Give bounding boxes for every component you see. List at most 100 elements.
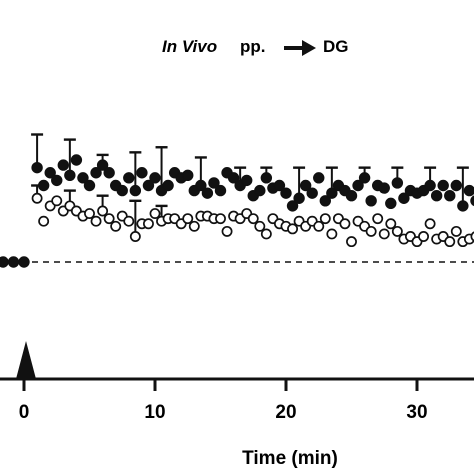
open-data-point: [123, 215, 135, 227]
filled-data-point: [96, 159, 109, 171]
x-tick-label: 20: [275, 402, 296, 423]
open-data-point: [260, 228, 272, 240]
open-data-point: [221, 225, 233, 237]
open-data-point: [287, 223, 298, 235]
filled-data-point: [70, 154, 83, 166]
x-axis-ticks: 0 10 20 30: [19, 379, 428, 423]
filled-data-point: [260, 172, 273, 184]
open-data-point: [84, 208, 95, 219]
filled-data-point: [378, 182, 390, 194]
open-data-point: [319, 213, 331, 225]
filled-data-point: [241, 174, 253, 187]
open-data-point: [103, 213, 115, 225]
filled-data-point: [319, 195, 331, 207]
filled-data-point: [365, 195, 377, 207]
x-tick-label: 0: [19, 402, 30, 423]
filled-data-point: [18, 256, 30, 268]
open-data-point: [391, 225, 403, 237]
open-data-point: [326, 228, 338, 240]
filled-data-point: [162, 179, 174, 192]
filled-data-point: [293, 192, 305, 204]
open-data-point: [444, 236, 456, 248]
open-data-point: [365, 225, 377, 237]
filled-data-point: [77, 172, 89, 184]
filled-data-point: [7, 256, 20, 268]
filled-data-point: [457, 200, 469, 212]
x-tick-label: 10: [144, 402, 165, 423]
open-data-point: [339, 218, 351, 230]
open-data-point: [97, 205, 109, 217]
open-data-point: [372, 213, 384, 225]
filled-data-point: [385, 197, 397, 210]
filled-data-point: [299, 179, 312, 192]
open-data-point: [247, 213, 259, 225]
filled-data-point: [214, 184, 227, 197]
open-data-point: [31, 192, 43, 204]
filled-data-point: [280, 187, 292, 199]
open-data-point: [450, 225, 462, 237]
filled-data-point: [129, 184, 142, 197]
open-data-point: [182, 213, 194, 225]
filled-data-point: [195, 179, 207, 192]
stimulus-arrowhead-marker: [16, 341, 36, 379]
open-data-point: [149, 208, 161, 219]
filled-data-point: [430, 190, 443, 202]
filled-data-point: [444, 190, 456, 202]
chart-title-target: DG: [323, 37, 349, 56]
open-data-point: [346, 236, 357, 248]
open-data-point: [38, 215, 50, 227]
open-data-point: [188, 220, 200, 232]
open-data-point: [51, 195, 63, 207]
filled-data-point: [103, 167, 115, 179]
filled-data-point: [227, 172, 240, 184]
open-data-point: [418, 231, 429, 242]
open-circle-series: [31, 192, 474, 248]
x-tick-label: 30: [406, 402, 427, 423]
filled-data-point: [44, 167, 56, 179]
filled-data-point: [306, 187, 318, 199]
filled-data-point: [64, 169, 76, 182]
filled-data-point: [208, 177, 220, 189]
filled-data-point: [352, 179, 364, 192]
open-data-point: [254, 220, 266, 232]
filled-data-point: [51, 174, 63, 187]
filled-data-point: [450, 179, 462, 192]
filled-data-point: [391, 177, 404, 189]
x-axis-label: Time (min): [242, 448, 338, 469]
open-data-point: [378, 228, 390, 240]
open-data-point: [313, 220, 325, 232]
filled-data-point: [0, 256, 9, 268]
open-data-point: [470, 231, 474, 242]
filled-data-point: [358, 172, 371, 184]
chart-title-italic: In Vivo: [162, 37, 217, 56]
open-data-point: [215, 213, 226, 225]
filled-data-point: [90, 167, 102, 179]
filled-data-point: [201, 187, 214, 199]
filled-data-point: [149, 172, 161, 184]
filled-data-point: [313, 172, 325, 184]
filled-data-point: [57, 159, 69, 171]
filled-data-point: [286, 200, 299, 212]
filled-data-point: [31, 161, 43, 174]
filled-data-point: [83, 179, 96, 192]
filled-data-point: [345, 190, 358, 202]
filled-data-point: [470, 195, 474, 207]
open-data-point: [129, 231, 141, 242]
open-data-point: [385, 218, 397, 230]
filled-data-point: [123, 172, 135, 184]
open-data-point: [90, 215, 102, 227]
chart-title-arrow: [284, 40, 316, 56]
filled-data-point: [398, 192, 410, 204]
filled-data-point: [136, 167, 148, 179]
open-data-point: [142, 218, 154, 230]
filled-data-point: [116, 184, 128, 197]
filled-data-point: [182, 169, 194, 182]
filled-circle-series: [0, 154, 474, 268]
filled-data-point: [273, 179, 286, 192]
filled-data-point: [463, 184, 474, 197]
open-data-point: [110, 220, 122, 232]
filled-data-point: [254, 184, 266, 197]
filled-data-point: [424, 179, 436, 192]
filled-data-point: [37, 179, 50, 192]
